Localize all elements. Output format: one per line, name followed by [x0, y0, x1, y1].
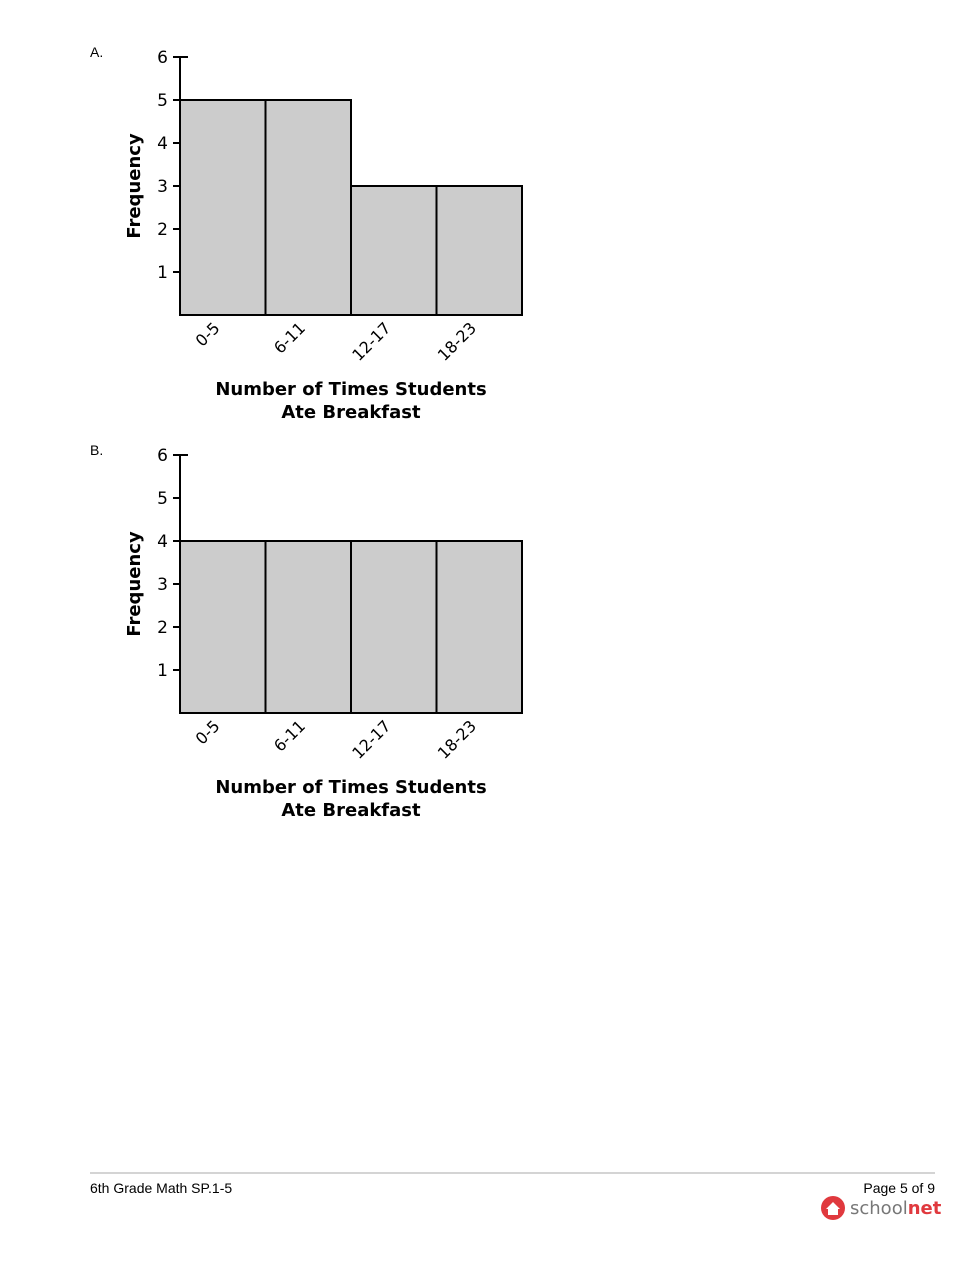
y-tick-label: 1	[157, 661, 168, 681]
x-tick-label: 18-23	[434, 318, 480, 364]
x-tick-label: 18-23	[434, 716, 480, 762]
y-tick-label: 3	[157, 575, 168, 595]
option-label: A.	[90, 44, 103, 60]
x-axis-label: Number of Times Students	[215, 777, 486, 798]
y-tick-label: 6	[157, 48, 168, 68]
x-axis-label: Number of Times Students	[215, 379, 486, 400]
x-tick-label: 12-17	[348, 716, 394, 762]
y-tick-label: 1	[157, 263, 168, 283]
bar	[179, 540, 267, 714]
bar	[350, 540, 438, 714]
x-tick-label: 6-11	[270, 318, 309, 357]
logo-house	[826, 1202, 840, 1215]
x-tick-label: 6-11	[270, 716, 309, 755]
bar	[435, 185, 523, 316]
chart: 0-5 6-11 12-17 18-23 1 2 3 4 5 6 Frequency Number o…	[124, 446, 523, 821]
y-tick-label: 4	[157, 532, 168, 552]
logo: schoolnet	[821, 1196, 942, 1220]
logo-part: net	[908, 1198, 942, 1219]
option-label: B.	[90, 442, 103, 458]
x-tick-label: 12-17	[348, 318, 394, 364]
y-tick-label: 6	[157, 446, 168, 466]
y-tick-label: 2	[157, 220, 168, 240]
y-axis-label: Frequency	[124, 531, 145, 637]
bar	[350, 185, 438, 316]
bar	[264, 540, 352, 714]
y-tick-label: 5	[157, 91, 168, 111]
y-tick-label: 5	[157, 489, 168, 509]
logo-part: school	[850, 1198, 908, 1219]
y-tick-label: 3	[157, 177, 168, 197]
logo-text: schoolnet	[850, 1198, 942, 1219]
x-tick-label: 0-5	[192, 318, 224, 350]
bar	[179, 99, 267, 316]
y-tick-label: 4	[157, 134, 168, 154]
x-tick-label: 0-5	[192, 716, 224, 748]
y-axis-label: Frequency	[124, 133, 145, 239]
x-axis-label: Ate Breakfast	[281, 402, 421, 423]
chart: 0-5 6-11 12-17 18-23 1 2 3 4 5 6 Frequency Number o…	[124, 48, 523, 423]
page-number: Page 5 of 9	[863, 1180, 935, 1196]
y-tick-label: 2	[157, 618, 168, 638]
footer-left: 6th Grade Math SP.1-5	[90, 1180, 232, 1196]
bar	[264, 99, 352, 316]
x-axis-label: Ate Breakfast	[281, 800, 421, 821]
bar	[435, 540, 523, 714]
